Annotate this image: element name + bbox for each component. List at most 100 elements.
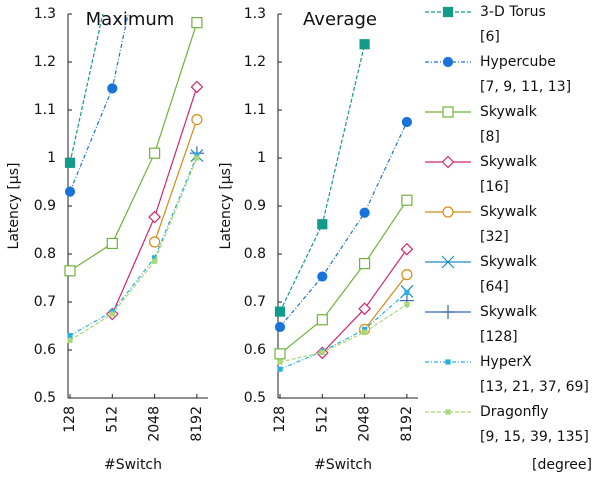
y-tick-label: 0.5	[244, 390, 266, 406]
marker-shape	[319, 349, 325, 355]
legend-label: Skywalk	[480, 254, 538, 270]
marker-shape	[401, 269, 413, 281]
series-line	[69, 14, 104, 163]
marker-shape	[359, 258, 371, 270]
legend-label: Skywalk	[480, 304, 538, 320]
marker-shape	[191, 113, 203, 126]
legend-footer: [degree]	[532, 457, 592, 473]
marker-shape	[191, 17, 203, 29]
marker	[106, 237, 118, 250]
y-tick-label: 0.9	[34, 198, 56, 214]
chart-title: Maximum	[86, 9, 175, 30]
marker-shape	[441, 305, 455, 319]
marker-shape	[109, 311, 115, 317]
y-tick-label: 1.1	[34, 102, 56, 118]
series-line	[364, 274, 408, 330]
marker-shape	[359, 207, 370, 218]
x-axis-label: #Switch	[314, 457, 372, 473]
series-line	[279, 291, 408, 370]
marker	[442, 206, 454, 218]
marker	[64, 157, 76, 168]
marker	[317, 219, 328, 230]
marker-shape	[362, 329, 368, 335]
marker	[317, 271, 328, 282]
marker	[442, 6, 454, 18]
marker	[152, 258, 158, 264]
legend-label: Skywalk	[480, 104, 538, 120]
legend-label: Dragonfly	[480, 404, 549, 420]
legend-note: [13, 21, 37, 69]	[480, 379, 589, 395]
marker	[445, 409, 451, 415]
marker-shape	[358, 302, 371, 316]
marker	[319, 349, 325, 355]
y-tick-label: 0.9	[244, 198, 266, 214]
marker-shape	[190, 80, 204, 94]
legend-note: [7, 9, 11, 13]	[480, 79, 571, 95]
legend-note: [8]	[480, 129, 500, 145]
marker-shape	[317, 219, 328, 230]
marker-shape	[277, 366, 283, 372]
marker	[194, 155, 200, 161]
x-tick-label: 2048	[147, 406, 163, 442]
marker-shape	[149, 236, 161, 248]
marker	[274, 348, 286, 360]
marker	[401, 269, 413, 281]
marker	[64, 265, 76, 277]
marker	[441, 155, 455, 169]
y-tick-label: 0.8	[34, 246, 56, 262]
x-tick-label: 128	[62, 406, 78, 433]
marker-shape	[400, 242, 414, 256]
series-line	[69, 155, 198, 337]
marker-shape	[67, 333, 73, 339]
marker	[358, 302, 371, 316]
marker	[404, 289, 410, 295]
marker-shape	[67, 337, 73, 343]
marker-shape	[404, 301, 410, 307]
marker	[445, 359, 451, 365]
y-axis-label: Latency [µs]	[6, 163, 22, 250]
marker	[359, 39, 370, 50]
marker-shape	[442, 56, 454, 68]
marker-shape	[64, 186, 76, 197]
x-tick-label: 512	[104, 406, 120, 433]
marker-shape	[445, 359, 451, 365]
marker-shape	[442, 106, 454, 118]
plot-area	[274, 39, 414, 372]
y-tick-label: 1.3	[34, 6, 56, 22]
x-tick-label: 2048	[357, 406, 373, 442]
y-tick-label: 1.2	[244, 54, 266, 70]
marker-shape	[442, 206, 454, 218]
marker	[316, 314, 328, 326]
marker-shape	[274, 348, 286, 360]
marker	[107, 83, 118, 94]
y-tick-label: 0.8	[244, 246, 266, 262]
marker	[274, 306, 286, 317]
marker	[67, 333, 73, 339]
marker-shape	[148, 210, 161, 224]
legend-label: Skywalk	[480, 154, 538, 170]
marker-shape	[401, 116, 412, 128]
marker	[190, 80, 204, 94]
marker	[441, 255, 455, 269]
marker-shape	[64, 157, 76, 168]
legend-note: [6]	[480, 29, 500, 45]
legend-note: [9, 15, 39, 135]	[480, 429, 589, 445]
marker	[277, 359, 283, 365]
marker	[359, 258, 371, 270]
marker-shape	[317, 271, 328, 282]
marker	[401, 194, 413, 206]
marker-shape	[274, 321, 286, 333]
y-tick-label: 0.6	[34, 342, 56, 358]
marker	[404, 301, 410, 307]
series-line	[69, 157, 198, 341]
marker-shape	[441, 255, 455, 269]
y-tick-label: 1	[257, 150, 266, 166]
y-tick-label: 0.7	[34, 294, 56, 310]
y-tick-label: 1.1	[244, 102, 266, 118]
marker-shape	[442, 6, 454, 18]
marker	[401, 116, 412, 128]
marker	[64, 186, 76, 197]
legend-note: [16]	[480, 179, 509, 195]
marker-shape	[194, 155, 200, 161]
